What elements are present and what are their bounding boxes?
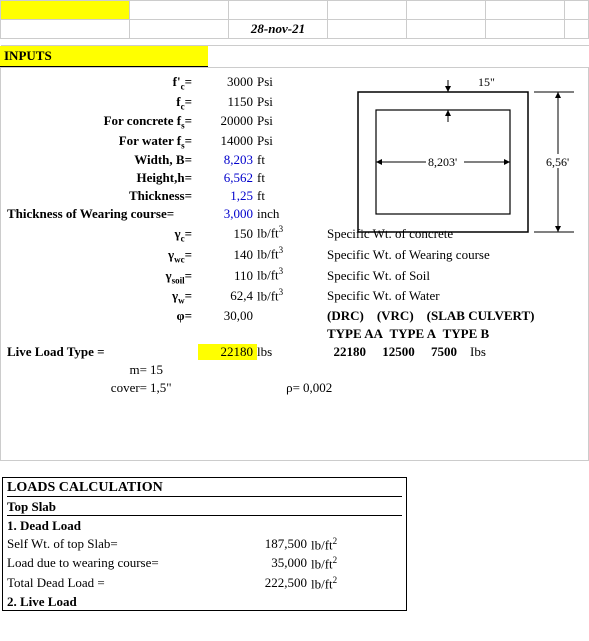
load-type-header-2: TYPE AA TYPE A TYPE B <box>327 326 489 342</box>
unit-gamma-wc: lb/ft3 <box>257 245 307 262</box>
unit-wearing: inch <box>257 206 307 222</box>
loads-sub1: 1. Dead Load <box>7 515 402 534</box>
value-width: 8,203 <box>198 152 257 168</box>
unit-live-load: lbs <box>257 344 307 360</box>
value-rho: 0,002 <box>300 380 332 396</box>
value-thickness: 1,25 <box>198 188 257 204</box>
section-diagram: 15" 8,203' 6,56' <box>348 74 578 249</box>
unit-thickness: ft <box>257 188 307 204</box>
label-total-dead: Total Dead Load = <box>7 575 217 592</box>
unit-height: ft <box>257 170 307 186</box>
label-gamma-c: γc= <box>7 226 198 244</box>
label-width: Width, B= <box>7 152 198 168</box>
label-thickness: Thickness= <box>7 188 198 204</box>
label-height: Height,h= <box>7 170 198 186</box>
desc-gamma-soil: Specific Wt. of Soil <box>327 268 430 284</box>
value-fc-prime: 3000 <box>198 74 257 90</box>
label-rho: ρ= <box>240 380 300 396</box>
unit-fc-prime: Psi <box>257 74 307 90</box>
unit-self-wt: lb/ft2 <box>307 536 337 553</box>
value-gamma-w: 62,4 <box>198 288 257 304</box>
diagram-top: 15" <box>478 75 495 89</box>
unit-fs-water: Psi <box>257 133 307 149</box>
unit-gamma-c: lb/ft3 <box>257 224 307 241</box>
loads-section: Top Slab <box>7 496 402 515</box>
unit-fc: Psi <box>257 94 307 110</box>
label-fc-prime: f'c= <box>7 74 198 92</box>
label-wc-load: Load due to wearing course= <box>7 555 217 572</box>
load-type-header-1: (DRC) (VRC) (SLAB CULVERT) <box>327 308 534 324</box>
value-wc-load: 35,000 <box>217 555 307 572</box>
unit-total-dead: lb/ft2 <box>307 575 337 592</box>
desc-gamma-w: Specific Wt. of Water <box>327 288 440 304</box>
label-gamma-wc: γwc= <box>7 247 198 265</box>
value-live-load[interactable]: 22180 <box>198 344 257 360</box>
label-gamma-w: γw= <box>7 288 198 306</box>
value-fs-water: 14000 <box>198 133 257 149</box>
diagram-height: 6,56' <box>546 155 569 169</box>
label-m: m= <box>7 362 147 378</box>
value-fc: 1150 <box>198 94 257 110</box>
diagram-width: 8,203' <box>428 155 457 169</box>
label-phi: φ= <box>7 308 198 324</box>
value-wearing: 3,000 <box>198 206 257 222</box>
value-total-dead: 222,500 <box>217 575 307 592</box>
label-fs-water: For water fs= <box>7 133 198 151</box>
loads-box: LOADS CALCULATION Top Slab 1. Dead Load … <box>2 477 407 611</box>
header-grid: 28-nov-21 <box>0 0 589 46</box>
loads-sub2: 2. Live Load <box>7 594 402 610</box>
unit-width: ft <box>257 152 307 168</box>
value-height: 6,562 <box>198 170 257 186</box>
unit-gamma-w: lb/ft3 <box>257 287 307 304</box>
value-gamma-c: 150 <box>198 226 257 242</box>
value-cover: 1,5" <box>147 380 240 396</box>
label-wearing: Thickness of Wearing course= <box>7 206 198 222</box>
label-self-wt: Self Wt. of top Slab= <box>7 536 217 553</box>
unit-gamma-soil: lb/ft3 <box>257 266 307 283</box>
value-self-wt: 187,500 <box>217 536 307 553</box>
unit-fs-concrete: Psi <box>257 113 307 129</box>
label-live-load: Live Load Type = <box>7 344 198 360</box>
label-fs-concrete: For concrete fs= <box>7 113 198 131</box>
loads-title: LOADS CALCULATION <box>7 480 402 496</box>
date-cell: 28-nov-21 <box>229 20 328 39</box>
value-phi: 30,00 <box>198 308 257 324</box>
unit-wc-load: lb/ft2 <box>307 555 337 572</box>
live-load-options: 22180 12500 7500 Ibs <box>327 344 486 360</box>
desc-gamma-wc: Specific Wt. of Wearing course <box>327 247 490 263</box>
label-cover: cover= <box>7 380 147 396</box>
inputs-title: INPUTS <box>0 46 208 67</box>
inputs-area: f'c=3000Psi fc=1150Psi For concrete fs=2… <box>0 67 589 461</box>
value-m: 15 <box>147 362 163 378</box>
label-fc: fc= <box>7 94 198 112</box>
value-gamma-wc: 140 <box>198 247 257 263</box>
label-gamma-soil: γsoil= <box>7 268 198 286</box>
value-fs-concrete: 20000 <box>198 113 257 129</box>
value-gamma-soil: 110 <box>198 268 257 284</box>
